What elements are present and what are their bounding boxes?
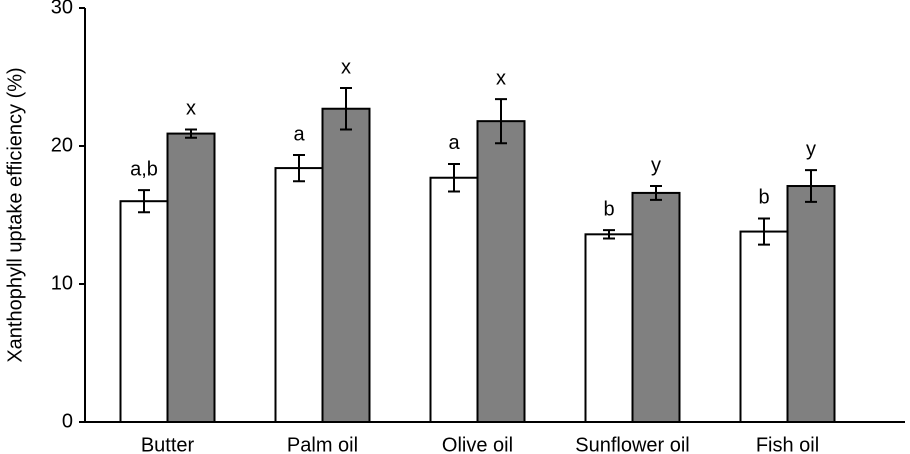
y-tick-label: 10: [51, 272, 73, 294]
annotation: a: [448, 132, 460, 154]
annotation: y: [806, 138, 816, 160]
error-bar: [805, 169, 817, 203]
error-bar: [758, 217, 770, 246]
x-tick-label: Palm oil: [287, 434, 358, 454]
bar: [166, 132, 216, 424]
error-bar: [340, 87, 352, 131]
bar: [631, 191, 681, 423]
y-tick-label: 20: [51, 134, 73, 156]
annotation: b: [758, 187, 769, 209]
bar: [119, 200, 169, 423]
error-bar: [603, 229, 615, 240]
error-bar: [650, 185, 662, 201]
error-bar: [185, 128, 197, 139]
y-tick-label: 30: [51, 0, 73, 18]
bar: [274, 167, 324, 423]
x-tick-label: Sunflower oil: [575, 434, 690, 454]
y-tick-label: 0: [62, 410, 73, 432]
bar: [429, 176, 479, 423]
annotation: y: [651, 154, 661, 176]
bar: [476, 120, 526, 423]
annotation: x: [186, 98, 196, 120]
x-tick-label: Olive oil: [442, 434, 513, 454]
annotation: x: [496, 67, 506, 89]
bar: [786, 185, 836, 423]
error-bar: [138, 189, 150, 214]
x-tick-label: Butter: [141, 434, 195, 454]
error-bar: [293, 153, 305, 183]
error-bar: [448, 162, 460, 193]
x-tick-label: Fish oil: [756, 434, 819, 454]
y-axis-label: Xanthophyll uptake efficiency (%): [4, 67, 26, 362]
annotation: b: [603, 198, 614, 220]
bar: [321, 107, 371, 424]
bar: [739, 230, 789, 423]
bar: [584, 233, 634, 423]
annotation: a: [293, 123, 305, 145]
annotation: x: [341, 56, 351, 78]
annotation: a,b: [130, 158, 158, 180]
error-bar: [495, 98, 507, 145]
